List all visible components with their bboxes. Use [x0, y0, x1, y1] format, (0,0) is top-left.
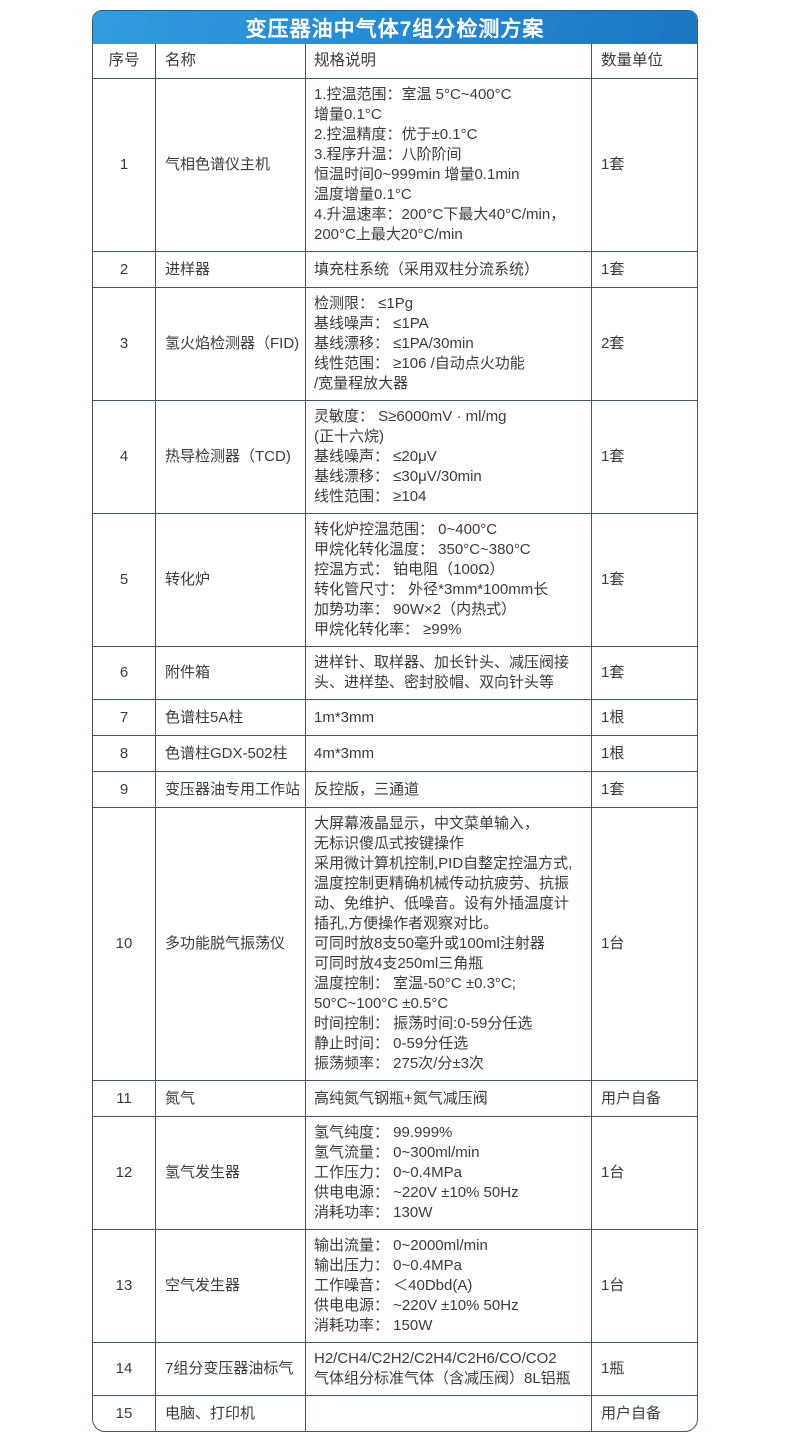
table-row: 7 色谱柱5A柱 1m*3mm 1根: [93, 699, 697, 735]
spec-text: 检测限： ≤1Pg 基线噪声： ≤1PA 基线漂移： ≤1PA/30min 线性…: [314, 295, 525, 392]
cell-spec: 氢气纯度： 99.999% 氢气流量： 0~300ml/min 工作压力： 0~…: [305, 1117, 591, 1229]
cell-name: 色谱柱GDX-502柱: [155, 736, 305, 771]
cell-name: 氢火焰检测器（FID): [155, 288, 305, 400]
spec-text: 灵敏度： S≥6000mV · ml/mg (正十六烷) 基线噪声： ≤20μV…: [314, 408, 507, 505]
table-row: 5 转化炉 转化炉控温范围： 0~400°C 甲烷化转化温度： 350°C~38…: [93, 513, 697, 646]
spec-text: 1m*3mm: [314, 708, 375, 726]
table-row: 3 氢火焰检测器（FID) 检测限： ≤1Pg 基线噪声： ≤1PA 基线漂移：…: [93, 287, 697, 400]
table-row: 4 热导检测器（TCD) 灵敏度： S≥6000mV · ml/mg (正十六烷…: [93, 400, 697, 513]
table-row: 15 电脑、打印机 用户自备: [93, 1395, 697, 1431]
spec-text: 反控版，三通道: [314, 780, 420, 798]
spec-text: 大屏幕液晶显示，中文菜单输入， 无标识傻瓜式按键操作 采用微计算机控制,PID自…: [314, 815, 573, 1072]
spec-text: 填充柱系统（采用双柱分流系统）: [314, 260, 540, 278]
page-title: 变压器油中气体7组分检测方案: [245, 17, 545, 41]
cell-qty: 1根: [591, 700, 697, 735]
cell-name: 转化炉: [155, 514, 305, 646]
cell-serial: 10: [115, 935, 133, 952]
cell-name: 电脑、打印机: [155, 1396, 305, 1431]
table-row: 10 多功能脱气振荡仪 大屏幕液晶显示，中文菜单输入， 无标识傻瓜式按键操作 采…: [93, 807, 697, 1080]
cell-qty: 1根: [591, 736, 697, 771]
cell-spec: 转化炉控温范围： 0~400°C 甲烷化转化温度： 350°C~380°C 控温…: [305, 514, 591, 646]
cell-spec: 1m*3mm: [305, 700, 591, 735]
table-row: 2 进样器 填充柱系统（采用双柱分流系统） 1套: [93, 251, 697, 287]
cell-spec: 大屏幕液晶显示，中文菜单输入， 无标识傻瓜式按键操作 采用微计算机控制,PID自…: [305, 808, 591, 1080]
cell-spec: 4m*3mm: [305, 736, 591, 771]
header-cell-qty: 数量单位: [591, 44, 697, 78]
cell-spec: 进样针、取样器、加长针头、减压阀接头、进样垫、密封胶帽、双向针头等: [305, 647, 591, 699]
cell-qty: 1套: [591, 514, 697, 646]
cell-spec: 填充柱系统（采用双柱分流系统）: [305, 252, 591, 287]
header-cell-serial: 序号: [108, 52, 140, 69]
header-cell-name: 名称: [155, 44, 305, 78]
cell-name: 7组分变压器油标气: [155, 1343, 305, 1395]
header-row: 序号 名称 规格说明 数量单位: [93, 44, 697, 78]
cell-serial: 4: [119, 448, 129, 465]
table-row: 8 色谱柱GDX-502柱 4m*3mm 1根: [93, 735, 697, 771]
table-row: 14 7组分变压器油标气 H2/CH4/C2H2/C2H4/C2H6/CO/CO…: [93, 1342, 697, 1395]
cell-spec: [305, 1396, 591, 1431]
cell-name: 进样器: [155, 252, 305, 287]
cell-name: 空气发生器: [155, 1230, 305, 1342]
cell-name: 氮气: [155, 1081, 305, 1116]
cell-serial: 6: [119, 664, 129, 681]
cell-serial: 12: [115, 1164, 133, 1181]
cell-name: 多功能脱气振荡仪: [155, 808, 305, 1080]
spec-text: 输出流量： 0~2000ml/min 输出压力： 0~0.4MPa 工作噪音： …: [314, 1237, 519, 1334]
cell-spec: 灵敏度： S≥6000mV · ml/mg (正十六烷) 基线噪声： ≤20μV…: [305, 401, 591, 513]
cell-serial: 9: [119, 780, 129, 798]
table-row: 9 变压器油专用工作站 反控版，三通道 1套: [93, 771, 697, 807]
cell-name: 氢气发生器: [155, 1117, 305, 1229]
spec-text: 4m*3mm: [314, 744, 375, 762]
cell-name: 气相色谱仪主机: [155, 79, 305, 251]
cell-qty: 1瓶: [591, 1343, 697, 1395]
cell-serial: 1: [119, 156, 129, 173]
cell-qty: 1台: [591, 808, 697, 1080]
table-row: 11 氮气 高纯氮气钢瓶+氮气减压阀 用户自备: [93, 1080, 697, 1116]
cell-serial: 5: [119, 571, 129, 588]
spec-text: 进样针、取样器、加长针头、减压阀接头、进样垫、密封胶帽、双向针头等: [314, 654, 570, 691]
cell-qty: 1套: [591, 401, 697, 513]
spec-text: 高纯氮气钢瓶+氮气减压阀: [314, 1089, 488, 1107]
cell-serial: 13: [115, 1277, 133, 1294]
table-row: 6 附件箱 进样针、取样器、加长针头、减压阀接头、进样垫、密封胶帽、双向针头等 …: [93, 646, 697, 699]
cell-serial: 7: [119, 708, 129, 726]
cell-serial: 2: [119, 260, 129, 278]
cell-spec: 检测限： ≤1Pg 基线噪声： ≤1PA 基线漂移： ≤1PA/30min 线性…: [305, 288, 591, 400]
cell-qty: 1套: [591, 79, 697, 251]
cell-spec: 输出流量： 0~2000ml/min 输出压力： 0~0.4MPa 工作噪音： …: [305, 1230, 591, 1342]
cell-spec: 1.控温范围：室温 5°C~400°C 增量0.1°C 2.控温精度：优于±0.…: [305, 79, 591, 251]
cell-serial: 15: [115, 1404, 133, 1422]
cell-qty: 用户自备: [591, 1396, 697, 1431]
cell-serial: 14: [115, 1360, 133, 1377]
cell-name: 热导检测器（TCD): [155, 401, 305, 513]
cell-spec: H2/CH4/C2H2/C2H4/C2H6/CO/CO2 气体组分标准气体（含减…: [305, 1343, 591, 1395]
spec-text: 1.控温范围：室温 5°C~400°C 增量0.1°C 2.控温精度：优于±0.…: [314, 86, 566, 243]
table-row: 13 空气发生器 输出流量： 0~2000ml/min 输出压力： 0~0.4M…: [93, 1229, 697, 1342]
cell-serial: 8: [119, 744, 129, 762]
header-cell-spec: 规格说明: [305, 44, 591, 78]
title-bar: 变压器油中气体7组分检测方案: [93, 11, 697, 44]
table-row: 12 氢气发生器 氢气纯度： 99.999% 氢气流量： 0~300ml/min…: [93, 1116, 697, 1229]
cell-name: 附件箱: [155, 647, 305, 699]
cell-serial: 11: [116, 1089, 132, 1107]
spec-text: 转化炉控温范围： 0~400°C 甲烷化转化温度： 350°C~380°C 控温…: [314, 521, 549, 638]
cell-qty: 用户自备: [591, 1081, 697, 1116]
cell-qty: 1套: [591, 252, 697, 287]
cell-serial: 3: [119, 335, 129, 352]
spec-text: H2/CH4/C2H2/C2H4/C2H6/CO/CO2 气体组分标准气体（含减…: [314, 1350, 571, 1387]
cell-qty: 1台: [591, 1117, 697, 1229]
cell-qty: 1套: [591, 647, 697, 699]
table-row: 1 气相色谱仪主机 1.控温范围：室温 5°C~400°C 增量0.1°C 2.…: [93, 78, 697, 251]
cell-qty: 2套: [591, 288, 697, 400]
cell-qty: 1台: [591, 1230, 697, 1342]
cell-spec: 高纯氮气钢瓶+氮气减压阀: [305, 1081, 591, 1116]
cell-qty: 1套: [591, 772, 697, 807]
cell-spec: 反控版，三通道: [305, 772, 591, 807]
spec-table: 变压器油中气体7组分检测方案 序号 名称 规格说明 数量单位 1 气相色谱仪主机…: [92, 10, 698, 1432]
cell-name: 色谱柱5A柱: [155, 700, 305, 735]
spec-text: 氢气纯度： 99.999% 氢气流量： 0~300ml/min 工作压力： 0~…: [314, 1124, 519, 1221]
cell-name: 变压器油专用工作站: [155, 772, 305, 807]
